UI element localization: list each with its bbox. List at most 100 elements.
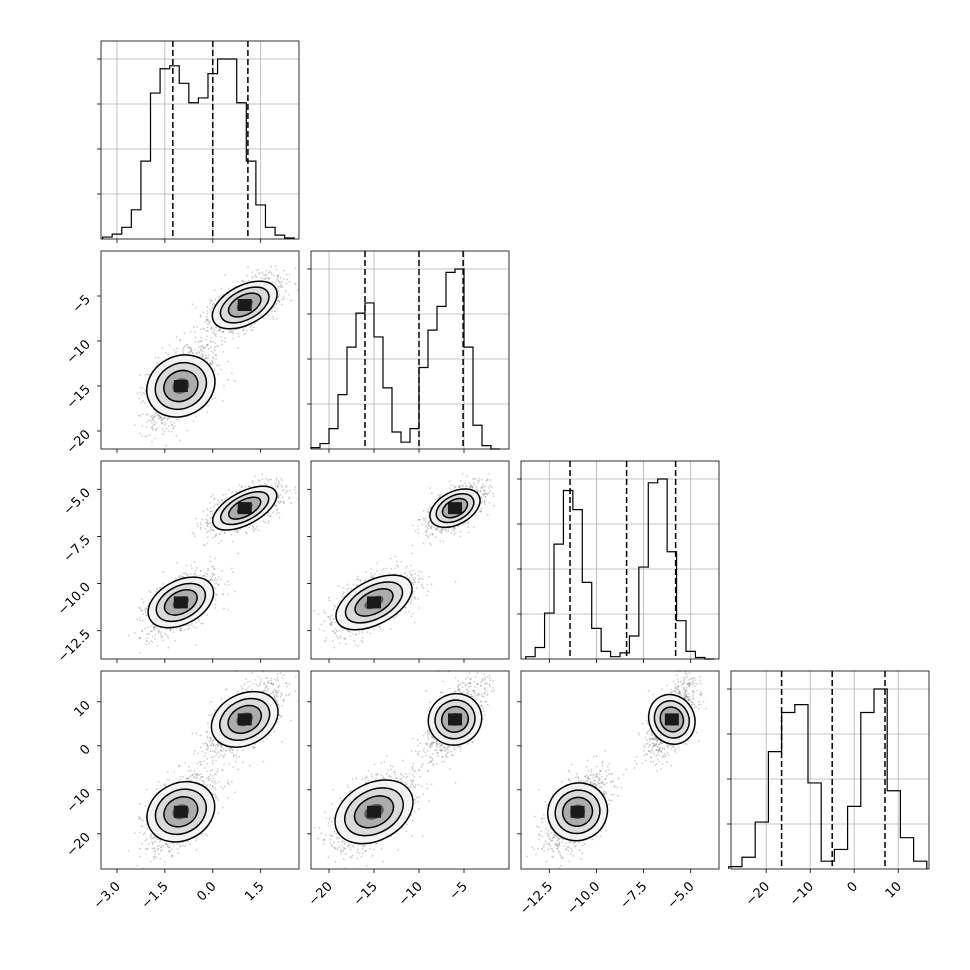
sample-point <box>251 480 254 483</box>
sample-point <box>164 351 167 354</box>
sample-point <box>139 636 142 639</box>
sample-point <box>214 607 216 609</box>
sample-point <box>276 317 278 320</box>
sample-point <box>277 290 280 292</box>
sample-point <box>230 533 233 536</box>
sample-point <box>218 329 220 331</box>
sample-point <box>193 535 196 538</box>
sample-point <box>144 611 147 614</box>
sample-point <box>166 418 169 421</box>
sample-point <box>297 498 299 500</box>
sample-point <box>209 560 212 563</box>
sample-point <box>220 294 223 297</box>
sample-point <box>206 343 209 346</box>
sample-point <box>199 528 202 531</box>
sample-point <box>245 532 248 535</box>
sample-point <box>441 527 444 530</box>
sample-point <box>173 425 176 428</box>
sample-point <box>281 298 284 301</box>
sample-point <box>141 619 144 622</box>
sample-point <box>145 413 148 416</box>
sample-point <box>469 484 472 487</box>
sample-point <box>200 349 202 352</box>
sample-point <box>475 488 478 491</box>
sample-point <box>262 520 265 523</box>
sample-point <box>323 620 326 623</box>
sample-point <box>195 575 198 577</box>
sample-point <box>212 529 215 532</box>
sample-point <box>210 526 213 529</box>
sample-point <box>222 331 225 334</box>
sample-point <box>161 428 164 431</box>
sample-point <box>151 417 153 419</box>
sample-point <box>203 328 205 331</box>
sample-point <box>212 341 215 343</box>
sample-point <box>202 510 205 512</box>
sample-point <box>153 424 156 426</box>
sample-point <box>210 328 213 331</box>
sample-point <box>210 327 213 330</box>
sample-point <box>223 384 225 387</box>
sample-point <box>267 271 270 274</box>
sample-point <box>201 339 204 342</box>
sample-point <box>255 525 258 528</box>
sample-point <box>282 278 285 280</box>
contour-line <box>211 280 278 330</box>
sample-point <box>138 606 141 609</box>
sample-point <box>277 485 280 488</box>
sample-point <box>209 340 212 342</box>
sample-point <box>179 629 182 632</box>
sample-point <box>189 331 192 333</box>
sample-point <box>274 282 277 285</box>
sample-point <box>237 332 240 335</box>
sample-point <box>279 281 282 284</box>
sample-point <box>232 337 234 340</box>
sample-point <box>258 272 261 275</box>
sample-point <box>285 282 287 285</box>
sample-point <box>232 332 235 335</box>
sample-point <box>139 432 142 435</box>
sample-point <box>137 414 140 417</box>
sample-point <box>430 583 433 586</box>
sample-point <box>184 628 186 631</box>
sample-point <box>266 484 268 487</box>
sample-point <box>228 488 230 491</box>
sample-point <box>182 352 184 354</box>
sample-point <box>199 345 202 348</box>
sample-point <box>251 526 254 529</box>
sample-point <box>278 496 281 498</box>
sample-point <box>184 663 186 665</box>
sample-point <box>213 573 216 576</box>
sample-point <box>205 318 208 321</box>
sample-point <box>152 626 155 629</box>
sample-point <box>277 276 279 278</box>
sample-point <box>159 415 162 418</box>
sample-point <box>205 319 208 321</box>
sample-point <box>205 357 208 359</box>
sample-point <box>217 373 220 376</box>
sample-point <box>206 323 209 326</box>
sample-point <box>174 352 177 355</box>
sample-point <box>199 521 202 524</box>
sample-point <box>294 486 297 488</box>
sample-point <box>235 490 238 493</box>
sample-point <box>276 509 279 511</box>
sample-point <box>163 632 166 635</box>
sample-point <box>141 435 144 438</box>
sample-point <box>251 482 254 485</box>
sample-point <box>209 530 212 533</box>
sample-point <box>180 575 183 578</box>
sample-point <box>183 345 186 347</box>
sample-point <box>226 593 229 596</box>
sample-point <box>199 569 202 572</box>
sample-point <box>162 433 164 435</box>
sample-point <box>206 525 209 528</box>
sample-point <box>218 328 221 331</box>
sample-point <box>210 336 213 339</box>
sample-point <box>441 528 444 531</box>
sample-point <box>282 488 285 491</box>
sample-point <box>205 357 208 360</box>
sample-point <box>472 526 475 529</box>
sample-point <box>204 346 206 349</box>
sample-point <box>189 348 192 351</box>
